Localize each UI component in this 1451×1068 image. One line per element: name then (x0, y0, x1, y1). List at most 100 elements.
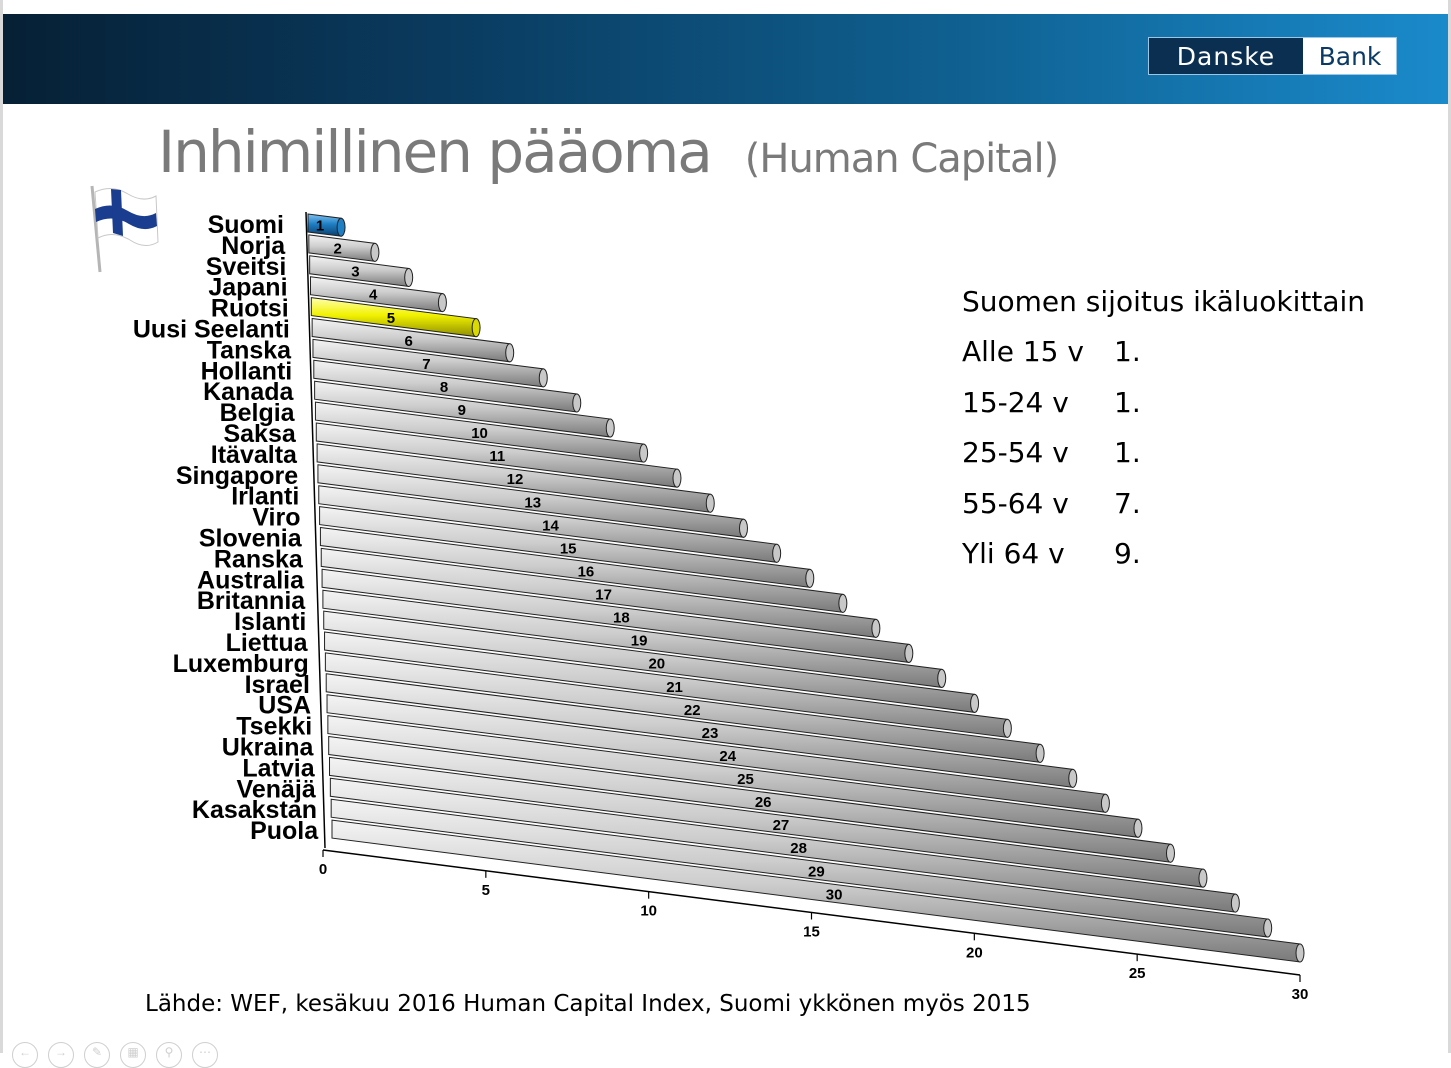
bar-itävalta: 12 (316, 443, 715, 513)
info-rank: 9. (1114, 537, 1141, 570)
category-label: Islanti (234, 608, 306, 636)
info-age: 15-24 v (962, 385, 1069, 419)
data-label: 12 (507, 471, 524, 488)
data-label: 6 (404, 333, 412, 350)
category-label: Tanska (207, 336, 292, 364)
slides-icon[interactable]: ▦ (120, 1042, 146, 1068)
data-label: 19 (631, 633, 648, 650)
category-label: Irlanti (231, 483, 299, 511)
data-label: 18 (613, 610, 630, 627)
next-icon[interactable]: → (48, 1042, 74, 1068)
slide-toolbar[interactable]: ← → ✎ ▦ ⚲ ⋯ (12, 1042, 218, 1068)
bar-sveitsi: 3 (309, 255, 414, 288)
chart-back-wall (305, 211, 326, 849)
x-tick-label: 5 (482, 882, 490, 899)
info-age: 55-64 v (962, 486, 1069, 520)
bar-usa: 24 (326, 694, 1110, 813)
category-label: Slovenia (199, 525, 303, 553)
bar-puola: 30 (331, 819, 1305, 963)
x-tick-label: 0 (319, 861, 327, 878)
previous-icon[interactable]: ← (12, 1042, 38, 1068)
info-row: Yli 64 v 9. (962, 537, 1365, 588)
data-label: 24 (719, 748, 736, 765)
slide-frame-right (1448, 0, 1451, 1053)
category-label: Tsekki (236, 713, 312, 741)
category-label: Ukraina (222, 734, 315, 762)
data-label: 11 (489, 448, 505, 465)
bar-islanti: 20 (323, 610, 980, 713)
bar-ukraina: 26 (328, 735, 1175, 863)
data-label: 20 (648, 656, 665, 673)
info-age: Yli 64 v (962, 537, 1065, 570)
data-label: 5 (387, 310, 395, 327)
info-rank: 1. (1114, 436, 1141, 469)
category-label: Australia (197, 566, 305, 594)
data-label: 2 (334, 241, 342, 258)
x-tick-label: 25 (1129, 965, 1146, 982)
info-rank: 1. (1114, 335, 1141, 368)
category-label: Venäjä (237, 775, 316, 803)
category-label: Suomi (208, 211, 284, 239)
data-label: 1 (316, 218, 324, 235)
more-icon[interactable]: ⋯ (192, 1042, 218, 1068)
info-row: 15-24 v 1. (962, 386, 1365, 437)
category-label: Kasakstan (192, 796, 317, 824)
category-label: Britannia (197, 587, 306, 615)
bar-viro: 15 (319, 506, 815, 588)
category-label: Norja (221, 232, 286, 260)
bar-belgia: 10 (314, 401, 649, 463)
info-row: 55-64 v 7. (962, 487, 1365, 538)
bar-ruotsi: 5 (310, 297, 481, 338)
zoom-icon[interactable]: ⚲ (156, 1042, 182, 1068)
data-label: 9 (458, 402, 466, 419)
bar-latvia: 27 (329, 756, 1208, 888)
data-label: 30 (826, 886, 843, 903)
bar-kanada: 9 (314, 380, 615, 438)
category-label: Viro (252, 504, 300, 532)
category-label: Uusi Seelanti (133, 316, 290, 344)
data-label: 4 (369, 287, 378, 304)
title-main: Inhimillinen pääoma (158, 118, 713, 186)
category-label: Singapore (176, 462, 298, 490)
data-label: 23 (702, 725, 719, 742)
pen-icon[interactable]: ✎ (84, 1042, 110, 1068)
category-label: Japani (208, 274, 287, 302)
bar-luxemburg: 22 (324, 652, 1045, 763)
bar-kasakstan: 29 (330, 798, 1273, 938)
info-rank: 1. (1114, 385, 1141, 419)
danske-bank-logo: Danske Bank (1148, 37, 1397, 75)
bar-singapore: 13 (317, 464, 748, 538)
bar-australia: 18 (321, 568, 914, 663)
category-label: Itävalta (211, 441, 298, 469)
category-label: Sveitsi (206, 253, 287, 281)
category-label: Luxemburg (173, 650, 309, 678)
bar-norja: 2 (308, 234, 380, 262)
category-label: Belgia (220, 399, 296, 427)
data-label: 3 (351, 264, 359, 281)
x-tick-label: 20 (966, 944, 983, 961)
x-tick-label: 15 (803, 924, 820, 941)
info-rank: 7. (1114, 486, 1141, 520)
finland-flag-icon (90, 185, 159, 273)
data-label: 28 (790, 840, 807, 857)
category-label: Liettua (226, 629, 309, 657)
category-label: Ranska (214, 545, 304, 573)
bar-britannia: 19 (322, 589, 947, 688)
category-label: Ruotsi (211, 295, 289, 323)
bar-suomi: 1 (307, 213, 346, 237)
data-label: 21 (666, 679, 683, 696)
logo-text-bank: Bank (1304, 38, 1396, 74)
info-age: Alle 15 v (962, 335, 1084, 368)
category-label: Kanada (203, 378, 294, 406)
data-label: 29 (808, 863, 825, 880)
bar-ranska: 17 (320, 547, 881, 638)
data-label: 16 (578, 563, 595, 580)
bar-israel: 23 (325, 673, 1078, 788)
bar-hollanti: 8 (313, 359, 582, 413)
slide-frame-left (0, 0, 3, 1053)
data-label: 27 (773, 817, 790, 834)
data-label: 26 (755, 794, 772, 811)
category-label: USA (258, 692, 311, 720)
bar-tanska: 7 (312, 338, 548, 388)
info-row: 25-54 v 1. (962, 436, 1365, 487)
